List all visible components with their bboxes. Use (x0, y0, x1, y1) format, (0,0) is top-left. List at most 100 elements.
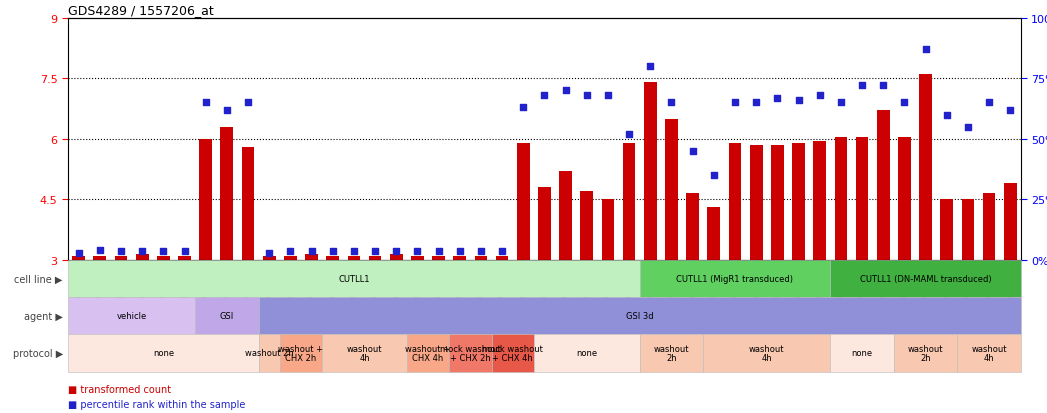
Point (91, 247, 108, 254)
Text: ■ transformed count: ■ transformed count (68, 384, 171, 394)
Bar (72, 256, 85, 260)
Point (981, 100, 998, 107)
Point (219, 107, 236, 114)
Point (832, 100, 849, 107)
Text: GDS4289 / 1557206_at: GDS4289 / 1557206_at (68, 5, 214, 17)
Bar (602, 200, 615, 260)
Text: cell line ▶: cell line ▶ (15, 274, 63, 284)
Point (790, 97, 807, 104)
Bar (898, 138, 911, 260)
Bar (93, 256, 106, 260)
Bar (538, 188, 551, 260)
Point (113, 249, 130, 255)
Bar (432, 256, 445, 260)
Text: CUTLL1 (MigR1 transduced): CUTLL1 (MigR1 transduced) (676, 274, 794, 283)
Text: washout
2h: washout 2h (653, 344, 689, 363)
Point (451, 249, 468, 255)
Text: washout
2h: washout 2h (908, 344, 943, 363)
Point (134, 249, 151, 255)
Bar (686, 194, 699, 260)
Text: washout
4h: washout 4h (972, 344, 1007, 363)
Point (1002, 107, 1019, 114)
Bar (284, 256, 296, 260)
Text: washout +
CHX 4h: washout + CHX 4h (405, 344, 450, 363)
Text: GSI: GSI (220, 311, 233, 320)
Bar (263, 256, 275, 260)
Bar (940, 200, 953, 260)
Bar (157, 256, 170, 260)
Bar (136, 254, 149, 260)
Text: washout
4h: washout 4h (347, 344, 382, 363)
Bar (517, 143, 530, 260)
Point (706, 172, 722, 179)
Point (536, 93, 553, 99)
Bar (580, 192, 594, 260)
Bar (369, 256, 381, 260)
Point (663, 100, 680, 107)
Point (959, 124, 976, 131)
Bar (114, 256, 128, 260)
Point (938, 112, 955, 119)
Bar (919, 75, 932, 260)
Point (642, 64, 659, 70)
Bar (644, 83, 656, 260)
Point (875, 83, 892, 90)
Point (494, 249, 511, 255)
Text: GSI 3d: GSI 3d (626, 311, 653, 320)
Bar (474, 256, 487, 260)
Bar (305, 254, 318, 260)
Text: none: none (576, 349, 598, 358)
Bar (327, 256, 339, 260)
Point (768, 95, 785, 102)
Bar (199, 140, 213, 260)
Text: agent ▶: agent ▶ (24, 311, 63, 321)
Point (304, 249, 320, 255)
Bar (750, 145, 762, 260)
Point (727, 100, 743, 107)
Bar (348, 256, 360, 260)
Bar (178, 256, 191, 260)
Text: none: none (153, 349, 174, 358)
Point (621, 131, 638, 138)
Point (685, 148, 701, 155)
Point (409, 249, 426, 255)
Text: washout +
CHX 2h: washout + CHX 2h (279, 344, 324, 363)
Bar (559, 172, 572, 260)
Text: vehicle: vehicle (116, 311, 147, 320)
Point (896, 100, 913, 107)
Bar (389, 254, 403, 260)
Bar (221, 127, 233, 260)
Bar (1004, 184, 1017, 260)
Text: mock washout
+ CHX 2h: mock washout + CHX 2h (440, 344, 500, 363)
Bar (983, 194, 996, 260)
Point (600, 93, 617, 99)
Point (346, 249, 362, 255)
Point (917, 47, 934, 53)
Bar (623, 143, 636, 260)
Bar (814, 141, 826, 260)
Bar (453, 256, 466, 260)
Point (261, 249, 277, 256)
Point (155, 249, 172, 255)
Point (557, 88, 574, 95)
Text: CUTLL1: CUTLL1 (338, 274, 370, 283)
Point (240, 100, 257, 107)
Text: CUTLL1 (DN-MAML transduced): CUTLL1 (DN-MAML transduced) (860, 274, 992, 283)
Bar (411, 256, 424, 260)
Bar (708, 208, 720, 260)
Point (387, 249, 404, 255)
Point (430, 249, 447, 255)
Point (176, 249, 193, 255)
Point (472, 249, 489, 255)
Text: protocol ▶: protocol ▶ (13, 348, 63, 358)
Bar (242, 147, 254, 260)
Bar (961, 200, 975, 260)
Bar (855, 138, 868, 260)
Text: washout
4h: washout 4h (749, 344, 784, 363)
Bar (771, 145, 784, 260)
Text: mock washout
+ CHX 4h: mock washout + CHX 4h (483, 344, 543, 363)
Point (282, 249, 298, 255)
Bar (876, 111, 890, 260)
Point (748, 100, 764, 107)
Bar (665, 119, 677, 260)
